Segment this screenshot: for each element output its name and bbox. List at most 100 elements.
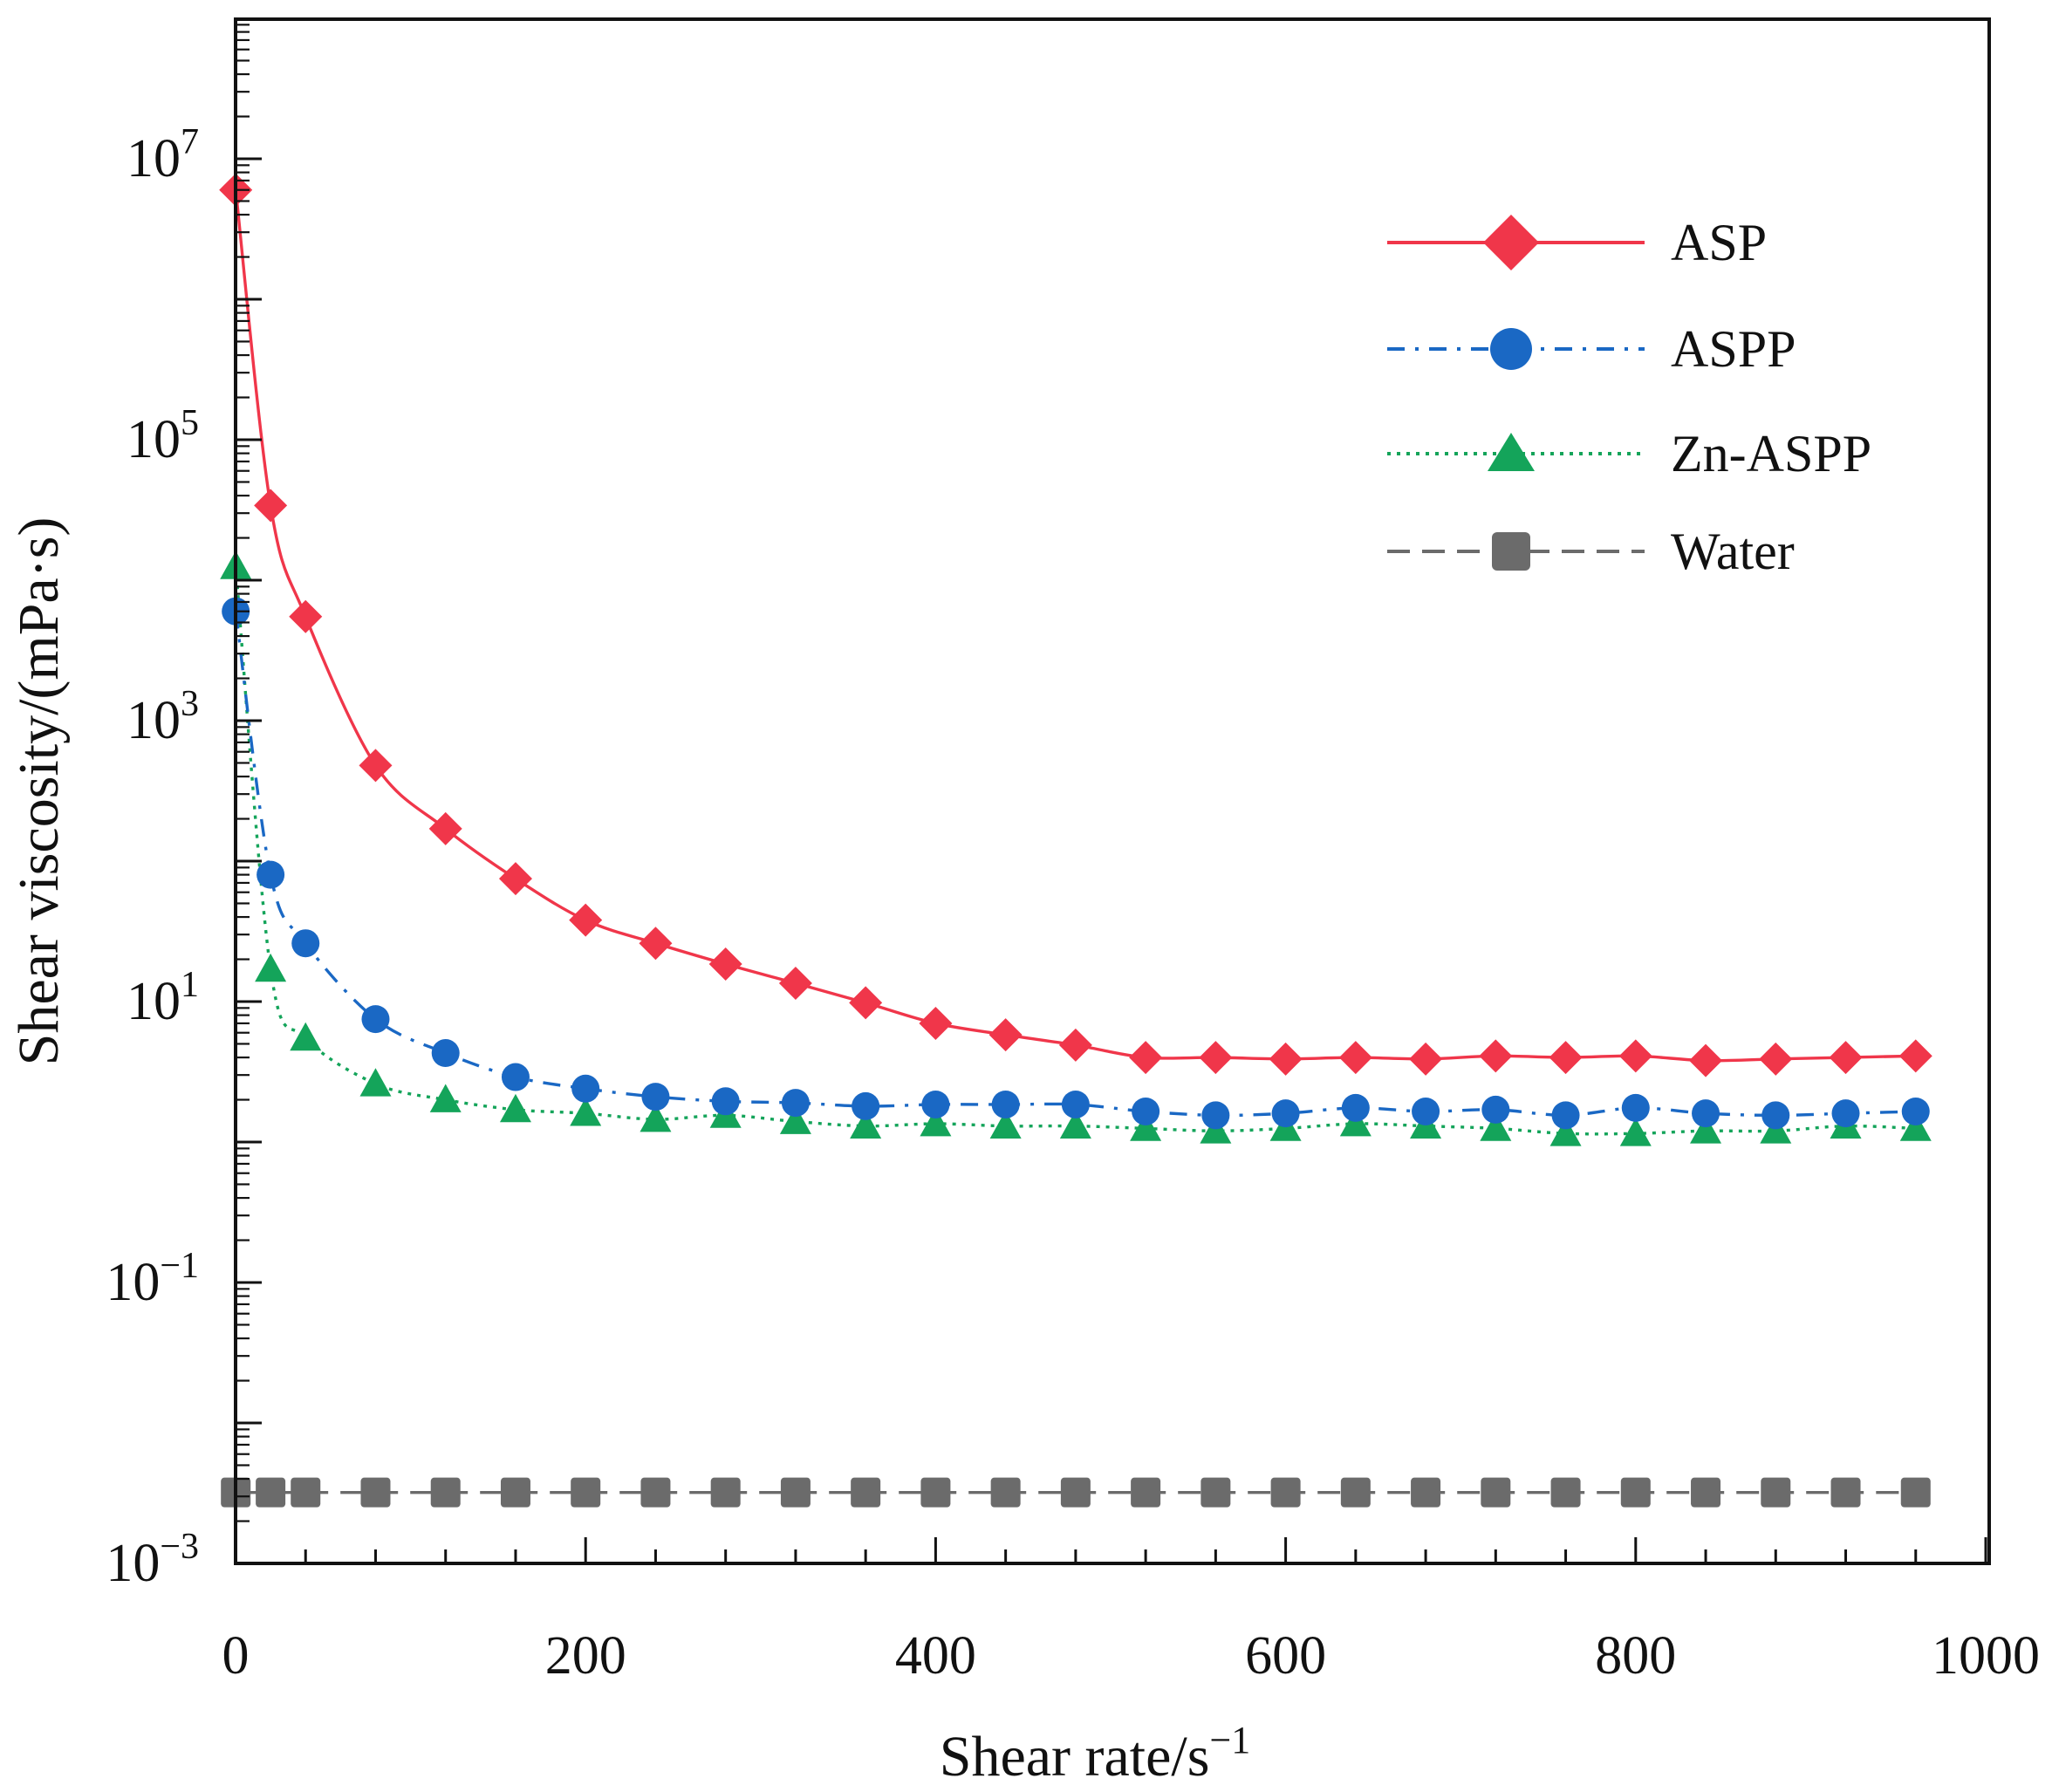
- data-point-marker: [290, 1022, 322, 1051]
- data-point-marker: [361, 1005, 390, 1034]
- data-point-marker: [1409, 1042, 1443, 1076]
- x-axis-title: Shear rate/s−1: [940, 1719, 1251, 1789]
- data-point-marker: [569, 903, 603, 937]
- legend: ASP ASPP Zn-ASPP Water: [1387, 214, 1871, 580]
- data-point-marker: [254, 489, 288, 523]
- data-point-marker: [1340, 1477, 1371, 1508]
- x-tick-label: 400: [895, 1626, 976, 1686]
- data-point-marker: [1549, 1041, 1583, 1075]
- x-tick-label: 0: [222, 1626, 250, 1686]
- x-tick-label: 600: [1245, 1626, 1326, 1686]
- data-point-marker: [1269, 1042, 1303, 1076]
- series-line: [234, 611, 1916, 1118]
- y-axis-title: Shear viscosity/(mPa·s): [7, 517, 71, 1066]
- data-point-marker: [1551, 1101, 1580, 1130]
- data-point-marker: [1339, 1108, 1372, 1137]
- y-tick-label: 103: [127, 684, 199, 750]
- data-point-marker: [429, 1084, 462, 1112]
- x-tick-label: 800: [1595, 1626, 1676, 1686]
- data-point-marker: [1481, 1477, 1511, 1508]
- data-point-marker: [428, 811, 462, 845]
- series-asp: [219, 173, 1932, 1077]
- data-point-marker: [1130, 1112, 1162, 1141]
- data-point-marker: [431, 1039, 460, 1068]
- data-point-marker: [1481, 1095, 1510, 1124]
- data-point-marker: [571, 1074, 600, 1103]
- series-layer: [219, 173, 1932, 1508]
- legend-label: Zn-ASPP: [1671, 425, 1871, 482]
- x-tick-label: 200: [545, 1626, 626, 1686]
- data-point-marker: [289, 599, 323, 633]
- data-point-marker: [359, 1068, 392, 1097]
- data-point-marker: [1759, 1042, 1793, 1076]
- data-point-marker: [1549, 1118, 1582, 1146]
- data-point-marker: [1620, 1477, 1651, 1508]
- data-point-marker: [1831, 1099, 1860, 1128]
- series-line: [234, 189, 1916, 1063]
- data-point-marker: [989, 1110, 1022, 1139]
- data-point-marker: [641, 1083, 670, 1111]
- legend-item-zn-aspp: Zn-ASPP: [1387, 425, 1871, 482]
- data-point-marker: [1899, 1112, 1932, 1141]
- data-point-marker: [1201, 1477, 1231, 1508]
- data-point-marker: [1761, 1101, 1790, 1130]
- data-point-marker: [1271, 1099, 1300, 1128]
- data-point-marker: [640, 1104, 672, 1132]
- legend-label: ASPP: [1671, 320, 1796, 378]
- data-point-marker: [779, 1105, 811, 1134]
- data-point-marker: [1201, 1101, 1230, 1130]
- data-point-marker: [921, 1090, 950, 1118]
- data-point-marker: [711, 1087, 740, 1116]
- data-point-marker: [1901, 1097, 1930, 1125]
- data-point-marker: [1059, 1110, 1091, 1139]
- data-point-marker: [988, 1018, 1023, 1052]
- data-point-marker: [851, 1477, 881, 1508]
- legend-item-water: Water: [1387, 523, 1795, 580]
- data-point-marker: [291, 929, 320, 958]
- y-tick-label: 105: [127, 403, 199, 469]
- data-point-marker: [430, 1477, 461, 1508]
- data-point-marker: [255, 953, 287, 982]
- data-point-marker: [1200, 1115, 1232, 1144]
- data-point-marker: [498, 862, 532, 896]
- data-point-marker: [1618, 1039, 1652, 1073]
- data-point-marker: [780, 1477, 811, 1508]
- data-point-marker: [1619, 1118, 1652, 1146]
- y-tick-label: 107: [127, 122, 199, 188]
- legend-marker: [1483, 215, 1539, 270]
- series-aspp: [222, 597, 1930, 1130]
- legend-marker: [1490, 328, 1532, 370]
- data-point-marker: [1479, 1039, 1513, 1073]
- data-point-marker: [1132, 1097, 1160, 1125]
- legend-label: Water: [1671, 523, 1795, 580]
- legend-label: ASP: [1671, 214, 1767, 271]
- data-point-marker: [257, 860, 285, 889]
- data-point-marker: [256, 1477, 286, 1508]
- data-point-marker: [1199, 1041, 1233, 1075]
- data-point-marker: [1411, 1477, 1441, 1508]
- data-point-marker: [920, 1477, 951, 1508]
- x-tick-label: 1000: [1932, 1626, 2040, 1686]
- data-point-marker: [571, 1477, 601, 1508]
- data-point-marker: [640, 1477, 671, 1508]
- data-point-marker: [1131, 1477, 1161, 1508]
- data-point-marker: [850, 1110, 882, 1139]
- series-water: [221, 1477, 1931, 1508]
- data-point-marker: [499, 1093, 531, 1123]
- legend-marker: [1492, 532, 1530, 571]
- series-zn-aspp: [220, 551, 1932, 1146]
- data-point-marker: [570, 1098, 602, 1126]
- data-point-marker: [1341, 1093, 1370, 1122]
- data-point-marker: [1689, 1043, 1723, 1077]
- data-point-marker: [1480, 1112, 1512, 1141]
- data-point-marker: [852, 1091, 880, 1120]
- data-point-marker: [360, 1477, 391, 1508]
- data-point-marker: [1412, 1097, 1440, 1125]
- data-point-marker: [710, 1477, 741, 1508]
- data-point-marker: [359, 749, 393, 783]
- data-point-marker: [849, 986, 883, 1020]
- data-point-marker: [1058, 1028, 1092, 1062]
- legend-item-aspp: ASPP: [1387, 320, 1796, 378]
- data-point-marker: [500, 1477, 530, 1508]
